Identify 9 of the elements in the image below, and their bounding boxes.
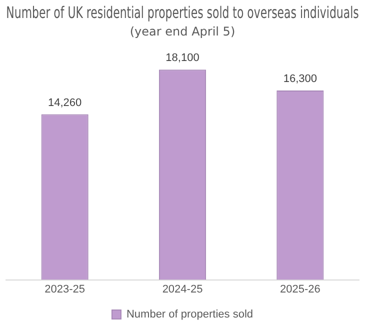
legend-label: Number of properties sold [126,308,254,321]
data-label: 14,260 [48,96,82,109]
chart-subtitle: (year end April 5) [130,24,236,39]
x-tick-label: 2023-25 [44,283,86,296]
data-label: 18,100 [166,52,200,64]
data-label: 16,300 [283,73,317,86]
x-tick-label: 2024-25 [162,283,203,296]
x-tick-label: 2025-26 [280,283,320,296]
chart-title: Number of UK residential properties sold to overseas individuals [6,4,359,22]
